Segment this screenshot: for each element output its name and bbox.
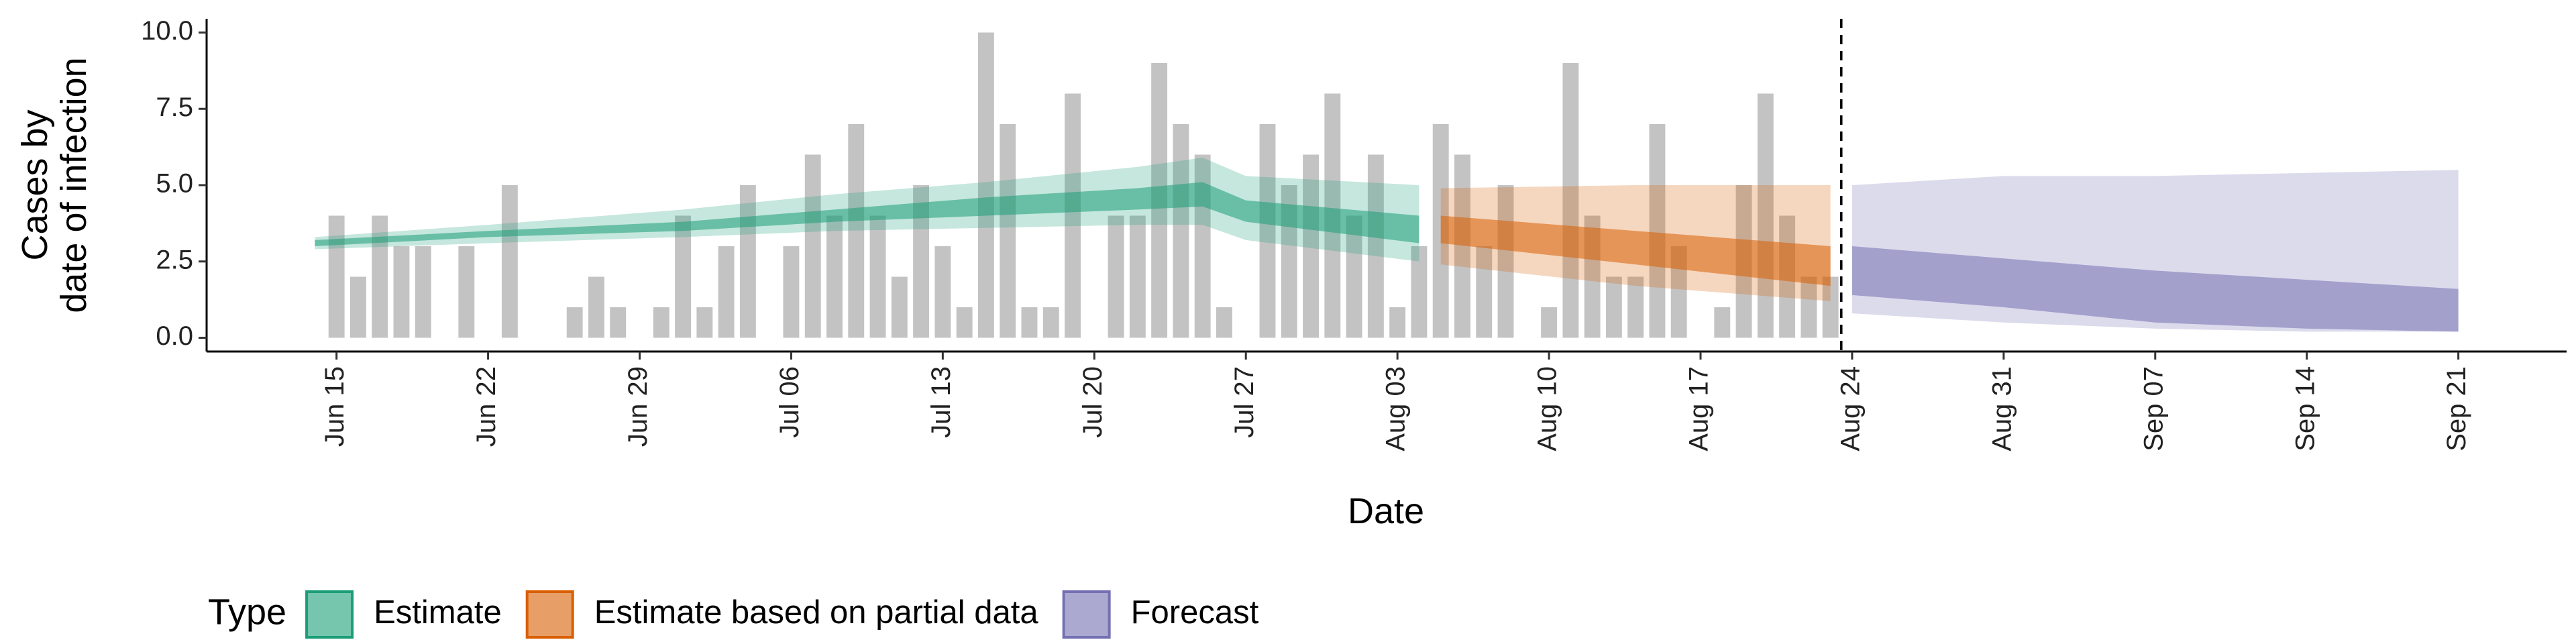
x-tick-label: Sep 14 [2290,366,2320,451]
bar [588,276,604,338]
bar [1389,307,1406,338]
bar [1216,307,1232,338]
bar [1627,276,1644,338]
bar [977,32,994,338]
bar [1346,215,1362,338]
x-tick-label: Aug 17 [1684,366,1714,451]
bar [350,276,366,338]
x-tick-label: Jun 15 [320,366,350,447]
legend-label: Estimate [374,594,502,631]
x-tick-label: Jun 29 [623,366,653,447]
bar [826,215,843,338]
ribbon-50 [1440,215,1831,286]
bar [501,185,518,338]
bar [1065,93,1081,338]
bar [1454,154,1470,338]
y-tick-label: 5.0 [156,169,193,199]
bar [1605,276,1622,338]
y-axis-title: date of infection [54,57,94,313]
bar [566,307,583,338]
bar [1822,276,1839,338]
x-tick-label: Jul 13 [926,366,956,438]
bar [718,246,735,338]
bar [1042,307,1059,338]
bar [1367,154,1384,338]
bar [1476,246,1493,338]
bar [1000,123,1016,338]
bar [1129,215,1146,338]
y-tick-label: 0.0 [156,321,193,351]
ribbon-50 [1851,246,2459,332]
y-tick-label: 2.5 [156,245,193,274]
bar [804,154,821,338]
bar [956,307,973,338]
x-tick-label: Sep 07 [2139,366,2168,451]
x-tick-label: Jul 06 [775,366,804,438]
y-tick-label: 7.5 [156,93,193,122]
x-tick-label: Jul 20 [1078,366,1108,438]
bar [869,215,886,338]
x-tick-label: Sep 21 [2442,366,2471,451]
bar [1021,307,1038,338]
bar [1259,123,1276,338]
bar [393,246,410,338]
bar [1562,62,1579,338]
bar [415,246,431,338]
bar [783,246,800,338]
legend-title: Type [208,592,286,632]
bar [675,215,691,338]
x-tick-label: Aug 03 [1381,366,1411,451]
bar [891,276,908,338]
y-axis-title: Cases by [15,109,55,260]
bar [328,215,345,338]
x-tick-label: Aug 24 [1835,366,1865,451]
bar [848,123,865,338]
bar [696,307,713,338]
bar [653,307,669,338]
bar [1714,307,1731,338]
bar [1649,123,1666,338]
x-tick-label: Aug 10 [1533,366,1562,451]
ribbon-50 [315,182,1419,247]
bar [1108,215,1124,338]
legend-key [305,590,354,639]
legend-label: Forecast [1131,594,1259,631]
x-tick-label: Jun 22 [472,366,501,447]
bar [1411,246,1428,338]
x-tick-label: Jul 27 [1230,366,1259,438]
x-axis-title: Date [1348,491,1424,531]
bar [1801,276,1817,338]
bar [610,307,627,338]
bar [372,215,388,338]
bar [1303,154,1319,338]
bar [934,246,951,338]
legend-key [1062,590,1111,639]
bar [1541,307,1558,338]
legend-label: Estimate based on partial data [594,594,1039,631]
y-tick-label: 10.0 [141,16,193,46]
bar [913,185,930,338]
bar [458,246,475,338]
legend-key [525,590,574,639]
x-tick-label: Aug 31 [1987,366,2017,451]
bar [1173,123,1189,338]
